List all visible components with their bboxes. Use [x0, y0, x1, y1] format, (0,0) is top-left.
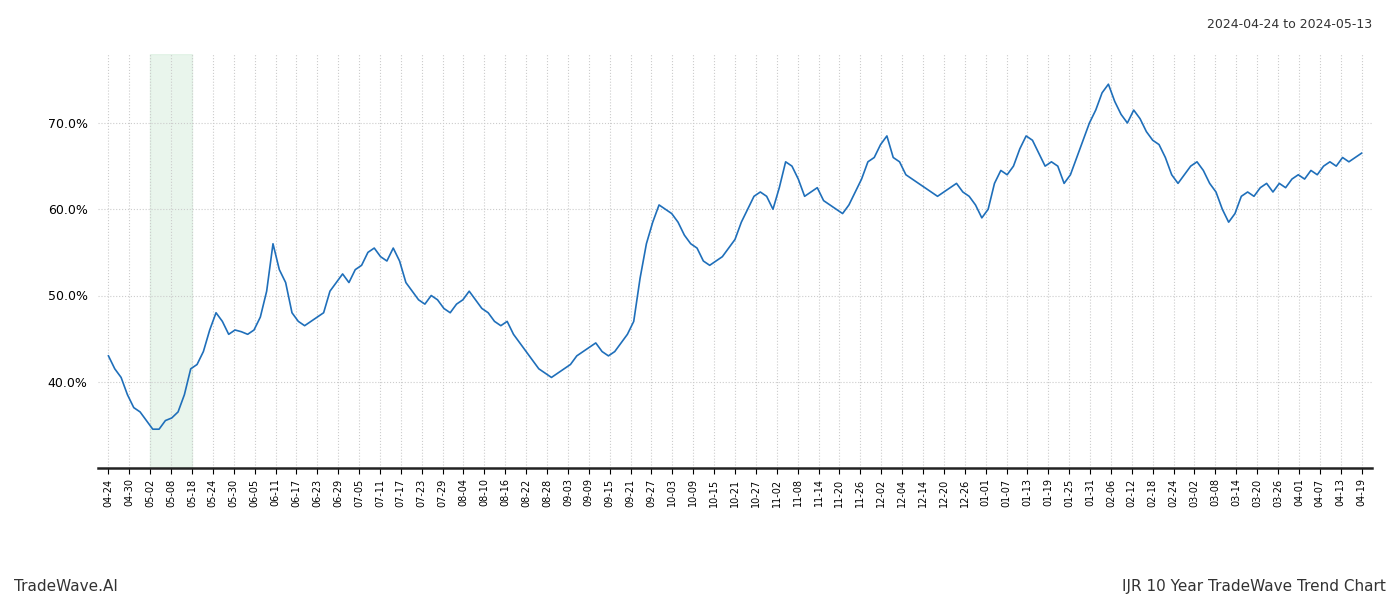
Bar	[150, 54, 192, 468]
Text: 2024-04-24 to 2024-05-13: 2024-04-24 to 2024-05-13	[1207, 18, 1372, 31]
Text: TradeWave.AI: TradeWave.AI	[14, 579, 118, 594]
Text: IJR 10 Year TradeWave Trend Chart: IJR 10 Year TradeWave Trend Chart	[1123, 579, 1386, 594]
